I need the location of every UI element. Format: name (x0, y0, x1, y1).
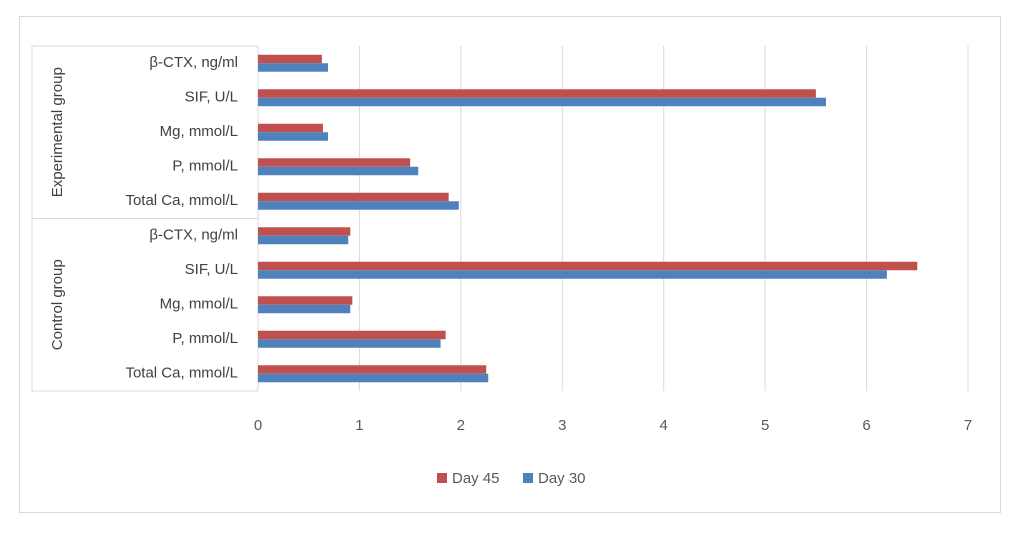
bar-day-30-2 (258, 97, 826, 107)
category-axis: Experimental group Control group β-CTX, ng… (31, 45, 258, 392)
group-label-control-group: Control group (49, 259, 66, 350)
bar-day-30-4 (258, 166, 419, 176)
bar-day-45-6 (258, 227, 351, 236)
legend-label-day-45: Day 45 (452, 470, 500, 487)
x-tick-label-0: 0 (254, 417, 262, 434)
category-label-sif-u-l: SIF, U/L (185, 261, 238, 278)
bar-day-45-1 (258, 54, 322, 64)
bar-day-45-3 (258, 123, 323, 133)
bar-day-45-10 (258, 365, 487, 374)
legend-swatch-day-45 (437, 473, 447, 483)
x-tick-label-1: 1 (355, 417, 363, 434)
x-tick-label-6: 6 (862, 417, 870, 434)
bar-day-45-4 (258, 158, 411, 167)
legend: Day 45 Day 30 (437, 470, 586, 487)
bar-day-30-1 (258, 63, 328, 72)
legend-swatch-day-30 (523, 473, 533, 483)
x-tick-label-7: 7 (964, 417, 972, 434)
bar-day-45-9 (258, 330, 446, 340)
category-label-sif-u-l: SIF, U/L (185, 89, 238, 106)
legend-label-day-30: Day 30 (538, 470, 586, 487)
category-label-total-ca-mmol-l: Total Ca, mmol/L (125, 365, 238, 382)
x-tick-label-4: 4 (660, 417, 668, 434)
value-axis: 0 1 2 3 4 5 6 7 (254, 417, 972, 434)
bar-day-45-2 (258, 89, 816, 98)
group-label-experimental-group: Experimental group (49, 67, 66, 197)
bar-day-30-8 (258, 304, 351, 314)
bar-day-30-10 (258, 373, 489, 383)
category-label-p-mmol-l: P, mmol/L (172, 330, 238, 347)
x-tick-label-2: 2 (457, 417, 465, 434)
bars (258, 54, 918, 383)
x-tick-label-3: 3 (558, 417, 566, 434)
category-label-ctx-ng-ml: β-CTX, ng/ml (149, 227, 238, 244)
category-label-total-ca-mmol-l: Total Ca, mmol/L (125, 192, 238, 209)
bar-day-45-7 (258, 261, 918, 271)
bar-day-30-5 (258, 201, 459, 210)
category-label-p-mmol-l: P, mmol/L (172, 158, 238, 175)
category-label-ctx-ng-ml: β-CTX, ng/ml (149, 54, 238, 71)
category-label-mg-mmol-l: Mg, mmol/L (160, 296, 238, 313)
bar-day-30-6 (258, 235, 349, 245)
bar-day-30-9 (258, 339, 441, 348)
bar-day-30-3 (258, 132, 328, 141)
bar-day-45-5 (258, 192, 449, 202)
x-tick-label-5: 5 (761, 417, 769, 434)
bar-day-30-7 (258, 270, 887, 279)
category-label-mg-mmol-l: Mg, mmol/L (160, 123, 238, 140)
bar-day-45-8 (258, 296, 353, 305)
